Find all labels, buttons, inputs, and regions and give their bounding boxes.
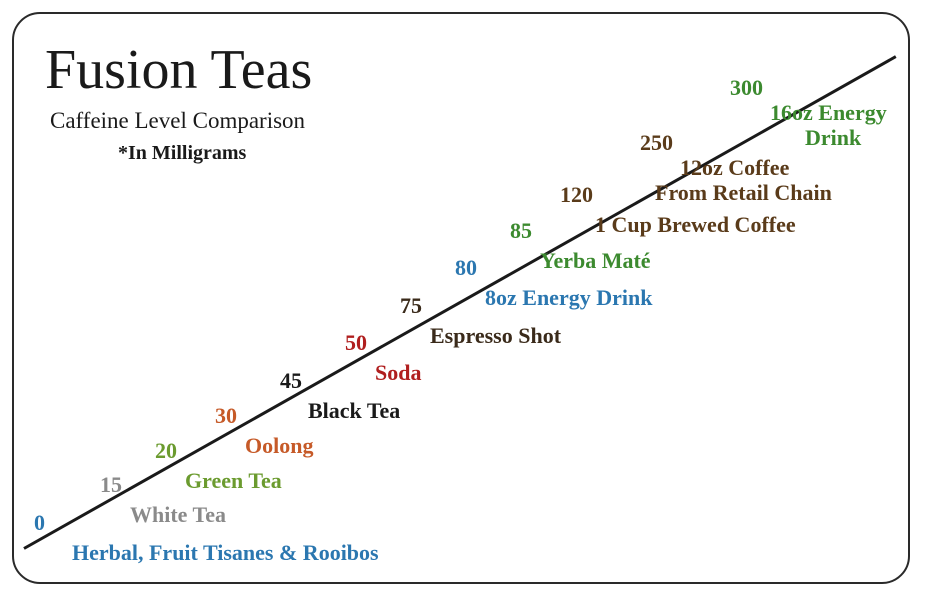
caffeine-value: 0: [34, 510, 45, 536]
beverage-label: White Tea: [130, 502, 226, 528]
beverage-label: Soda: [375, 360, 421, 386]
caffeine-value: 250: [640, 130, 673, 156]
beverage-label: Yerba Maté: [540, 248, 651, 274]
caffeine-value: 120: [560, 182, 593, 208]
caffeine-value: 45: [280, 368, 302, 394]
beverage-label: 16oz Energy: [770, 100, 887, 126]
caffeine-value: 75: [400, 293, 422, 319]
beverage-label: Herbal, Fruit Tisanes & Rooibos: [72, 540, 379, 566]
beverage-label-line2: From Retail Chain: [655, 180, 832, 206]
beverage-label-line2: Drink: [805, 125, 861, 151]
beverage-label: Black Tea: [308, 398, 400, 424]
caffeine-value: 80: [455, 255, 477, 281]
chart-subtitle: Caffeine Level Comparison: [50, 108, 305, 134]
beverage-label: 1 Cup Brewed Coffee: [595, 212, 796, 238]
beverage-label: 12oz Coffee: [680, 155, 789, 181]
caffeine-value: 30: [215, 403, 237, 429]
beverage-label: 8oz Energy Drink: [485, 285, 652, 311]
beverage-label: Green Tea: [185, 468, 282, 494]
caffeine-value: 300: [730, 75, 763, 101]
beverage-label: Oolong: [245, 433, 313, 459]
chart-title: Fusion Teas: [45, 38, 312, 102]
beverage-label: Espresso Shot: [430, 323, 561, 349]
caffeine-value: 50: [345, 330, 367, 356]
caffeine-value: 15: [100, 472, 122, 498]
caffeine-value: 85: [510, 218, 532, 244]
chart-note: *In Milligrams: [118, 142, 246, 165]
caffeine-value: 20: [155, 438, 177, 464]
